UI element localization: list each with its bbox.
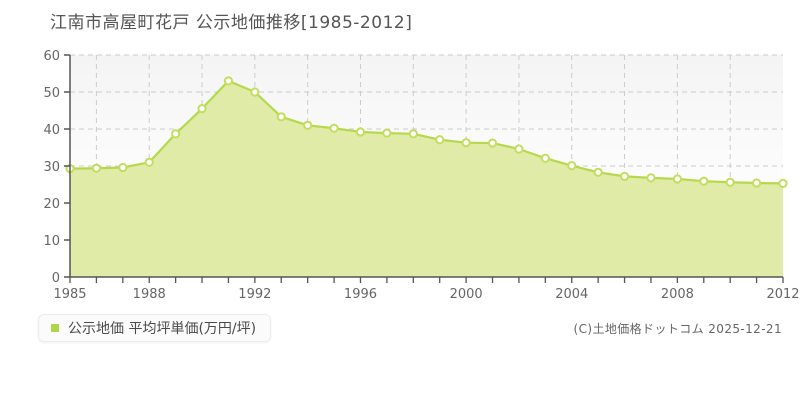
data-point-marker[interactable]: [329, 123, 339, 133]
data-point-marker[interactable]: [118, 162, 128, 173]
y-axis-tick-label: 20: [43, 197, 60, 212]
y-axis-tick-label: 50: [43, 86, 60, 101]
data-point-marker[interactable]: [619, 171, 630, 181]
legend-swatch-icon: [51, 324, 59, 332]
x-axis-tick-label: 2008: [661, 287, 694, 302]
data-point-marker[interactable]: [778, 178, 788, 188]
y-axis-tick-label: 60: [43, 49, 60, 64]
data-point-marker[interactable]: [303, 120, 313, 130]
data-point-marker[interactable]: [144, 157, 154, 167]
y-axis-tick-label: 40: [43, 123, 60, 138]
data-point-marker[interactable]: [408, 129, 418, 139]
data-point-marker[interactable]: [276, 112, 286, 122]
y-axis-tick-label: 10: [43, 234, 60, 249]
data-point-marker[interactable]: [672, 174, 682, 184]
y-axis-tick-label: 30: [43, 160, 60, 175]
data-point-marker[interactable]: [461, 138, 471, 148]
data-point-marker[interactable]: [435, 135, 445, 145]
data-point-marker[interactable]: [540, 153, 550, 163]
data-point-marker[interactable]: [646, 173, 656, 183]
data-point-marker[interactable]: [223, 76, 234, 86]
x-axis-tick-label: 1988: [133, 287, 166, 302]
data-point-marker[interactable]: [567, 161, 577, 171]
data-point-marker[interactable]: [699, 176, 709, 186]
data-point-marker[interactable]: [355, 127, 366, 137]
series-line: [68, 79, 785, 185]
x-axis-tick-label: 2012: [766, 287, 799, 302]
page-title: 江南市高屋町花戸 公示地価推移[1985-2012]: [0, 8, 800, 33]
x-axis-tick-label: 2004: [555, 287, 588, 302]
data-point-marker[interactable]: [725, 177, 735, 187]
data-point-marker[interactable]: [197, 104, 207, 114]
data-point-marker[interactable]: [593, 167, 603, 177]
chart-title-text: 江南市高屋町花戸 公示地価推移[1985-2012]: [50, 13, 413, 33]
x-axis-tick-label: 1996: [344, 287, 377, 302]
data-point-marker[interactable]: [250, 87, 260, 97]
x-axis-tick-label: 2000: [450, 287, 483, 302]
data-point-marker[interactable]: [171, 129, 181, 139]
legend-label: 公示地価 平均坪単価(万円/坪): [68, 321, 257, 337]
data-point-marker[interactable]: [487, 138, 498, 148]
chart-legend: 公示地価 平均坪単価(万円/坪): [38, 314, 272, 342]
series-area-fill: [70, 80, 783, 278]
x-axis-tick-label: 1985: [53, 287, 86, 302]
x-axis-tick-label: 1992: [238, 287, 271, 302]
data-point-marker[interactable]: [382, 128, 392, 138]
data-point-marker[interactable]: [91, 163, 102, 173]
y-axis-tick-label: 0: [52, 271, 60, 286]
copyright-credit: (C)土地価格ドットコム 2025-12-21: [573, 322, 782, 336]
data-point-marker[interactable]: [751, 178, 762, 188]
data-point-marker[interactable]: [514, 144, 524, 154]
